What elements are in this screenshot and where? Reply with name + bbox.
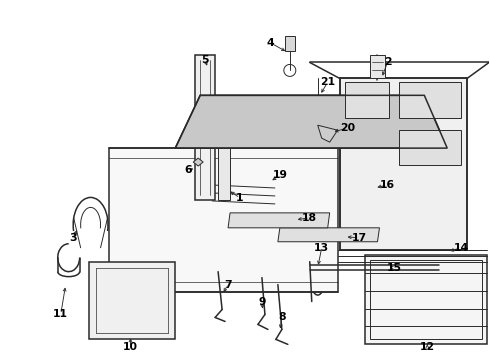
Text: 21: 21 <box>320 77 335 87</box>
Text: 5: 5 <box>201 55 209 66</box>
Text: 4: 4 <box>266 37 274 48</box>
Text: 8: 8 <box>278 312 286 323</box>
Text: 2: 2 <box>384 58 391 67</box>
Text: 13: 13 <box>314 243 329 253</box>
Text: 7: 7 <box>224 280 232 289</box>
Polygon shape <box>195 55 215 200</box>
Text: 15: 15 <box>387 263 402 273</box>
Text: 17: 17 <box>352 233 367 243</box>
Polygon shape <box>278 228 379 242</box>
Text: 20: 20 <box>340 123 355 133</box>
Polygon shape <box>399 82 461 118</box>
Text: 6: 6 <box>184 165 192 175</box>
Text: 12: 12 <box>420 342 435 352</box>
Text: 10: 10 <box>123 342 138 352</box>
Text: 9: 9 <box>258 297 266 306</box>
Polygon shape <box>108 148 338 292</box>
Text: 14: 14 <box>454 243 469 253</box>
Text: 19: 19 <box>272 170 287 180</box>
Polygon shape <box>365 255 487 345</box>
Polygon shape <box>344 82 390 118</box>
Text: 16: 16 <box>380 180 395 190</box>
Polygon shape <box>399 130 461 165</box>
Polygon shape <box>175 95 447 148</box>
Polygon shape <box>340 78 467 250</box>
Polygon shape <box>285 36 295 50</box>
Polygon shape <box>369 55 386 78</box>
Polygon shape <box>89 262 175 339</box>
Polygon shape <box>218 148 230 200</box>
Text: 18: 18 <box>302 213 317 223</box>
Text: 11: 11 <box>53 310 68 319</box>
Text: 3: 3 <box>69 233 76 243</box>
Polygon shape <box>228 213 330 228</box>
Polygon shape <box>318 125 338 142</box>
Polygon shape <box>193 158 203 166</box>
Text: 1: 1 <box>236 193 244 203</box>
